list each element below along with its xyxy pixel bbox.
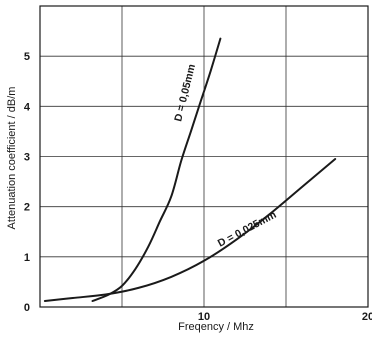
- y-tick-labels: 0 1 2 3 4 5: [24, 51, 31, 314]
- series-label-d-0-025mm: D = 0,025mm: [216, 209, 279, 250]
- y-tick-label: 2: [24, 202, 30, 214]
- y-tick-label: 5: [24, 51, 30, 63]
- x-axis-title: Freqency / Mhz: [178, 321, 254, 333]
- plot-area-frame: [39, 5, 369, 308]
- x-tick-label: 10: [198, 311, 210, 323]
- x-tick-labels: 10 20: [198, 311, 372, 323]
- y-axis-title: Attenuation coefficient / dB/m: [6, 87, 18, 230]
- series-label-d-0-05mm: D = 0,05mm: [172, 63, 198, 123]
- series-line-1: [43, 158, 337, 302]
- y-tick-label: 0: [24, 302, 30, 314]
- series-line-0: [91, 37, 222, 302]
- y-tick-label: 4: [24, 101, 31, 113]
- y-tick-label: 3: [24, 152, 30, 164]
- y-tick-label: 1: [24, 252, 30, 264]
- series-group: [43, 37, 337, 302]
- x-tick-label: 20: [362, 311, 372, 323]
